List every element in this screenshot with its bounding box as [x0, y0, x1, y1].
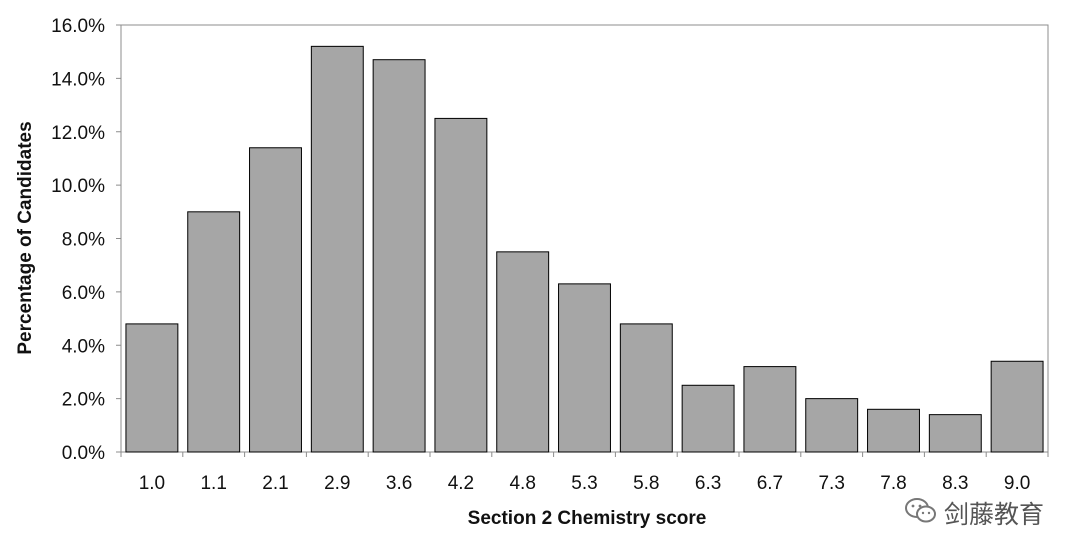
- x-tick-label: 6.3: [695, 473, 721, 494]
- x-tick-label: 5.3: [571, 473, 597, 494]
- bar-1.0: [125, 323, 179, 453]
- x-tick-label: 8.3: [942, 473, 968, 494]
- bar-7.8: [867, 408, 920, 453]
- bar-3.6: [372, 59, 426, 453]
- y-tick-label: 4.0%: [62, 336, 105, 357]
- y-tick-label: 0.0%: [62, 443, 105, 464]
- bar-5.3: [558, 283, 611, 453]
- bar-5.8: [619, 323, 673, 453]
- x-tick-label: 4.2: [448, 473, 474, 494]
- y-tick-label: 10.0%: [51, 176, 105, 197]
- x-tick-label: 5.8: [633, 473, 659, 494]
- bar-7.3: [805, 398, 859, 453]
- x-axis-title: Section 2 Chemistry score: [468, 508, 707, 529]
- bar-6.3: [681, 384, 735, 453]
- y-tick-label: 16.0%: [51, 16, 105, 37]
- bar-4.8: [496, 251, 550, 453]
- bar-8.3: [928, 414, 982, 453]
- y-tick-label: 14.0%: [51, 69, 105, 90]
- bar-9.0: [990, 360, 1044, 453]
- bar-6.7: [743, 366, 797, 453]
- bar-2.9: [310, 45, 364, 453]
- bar-2.1: [249, 147, 302, 453]
- x-tick-label: 1.0: [139, 473, 165, 494]
- bars: [125, 45, 1044, 453]
- x-axis: 1.0 1.1 2.1 2.9 3.6 4.2 4.8 5.3 5.8 6.3 6.7 7.3 7.8 8…: [120, 452, 1049, 494]
- y-axis-title: Percentage of Candidates: [15, 121, 36, 354]
- x-tick-label: 9.0: [1004, 473, 1030, 494]
- x-tick-label: 1.1: [200, 473, 226, 494]
- y-tick-label: 2.0%: [62, 390, 105, 411]
- x-tick-label: 2.1: [262, 473, 288, 494]
- y-tick-label: 8.0%: [62, 230, 105, 251]
- x-tick-label: 7.3: [818, 473, 844, 494]
- bar-1.1: [187, 211, 241, 453]
- x-tick-label: 2.9: [324, 473, 350, 494]
- wechat-icon: [904, 497, 938, 530]
- watermark-text: 剑藤教育: [943, 500, 1044, 529]
- y-axis: 0.0% 2.0% 4.0% 6.0% 8.0% 10.0% 12.0% 14.0% 16.0%: [51, 16, 121, 464]
- y-tick-label: 12.0%: [51, 123, 105, 144]
- y-tick-label: 6.0%: [62, 283, 105, 304]
- x-tick-label: 3.6: [386, 473, 412, 494]
- x-tick-label: 6.7: [757, 473, 783, 494]
- x-tick-label: 4.8: [509, 473, 535, 494]
- x-tick-label: 7.8: [880, 473, 906, 494]
- watermark: 剑藤教育: [904, 495, 1044, 531]
- bar-4.2: [434, 117, 488, 453]
